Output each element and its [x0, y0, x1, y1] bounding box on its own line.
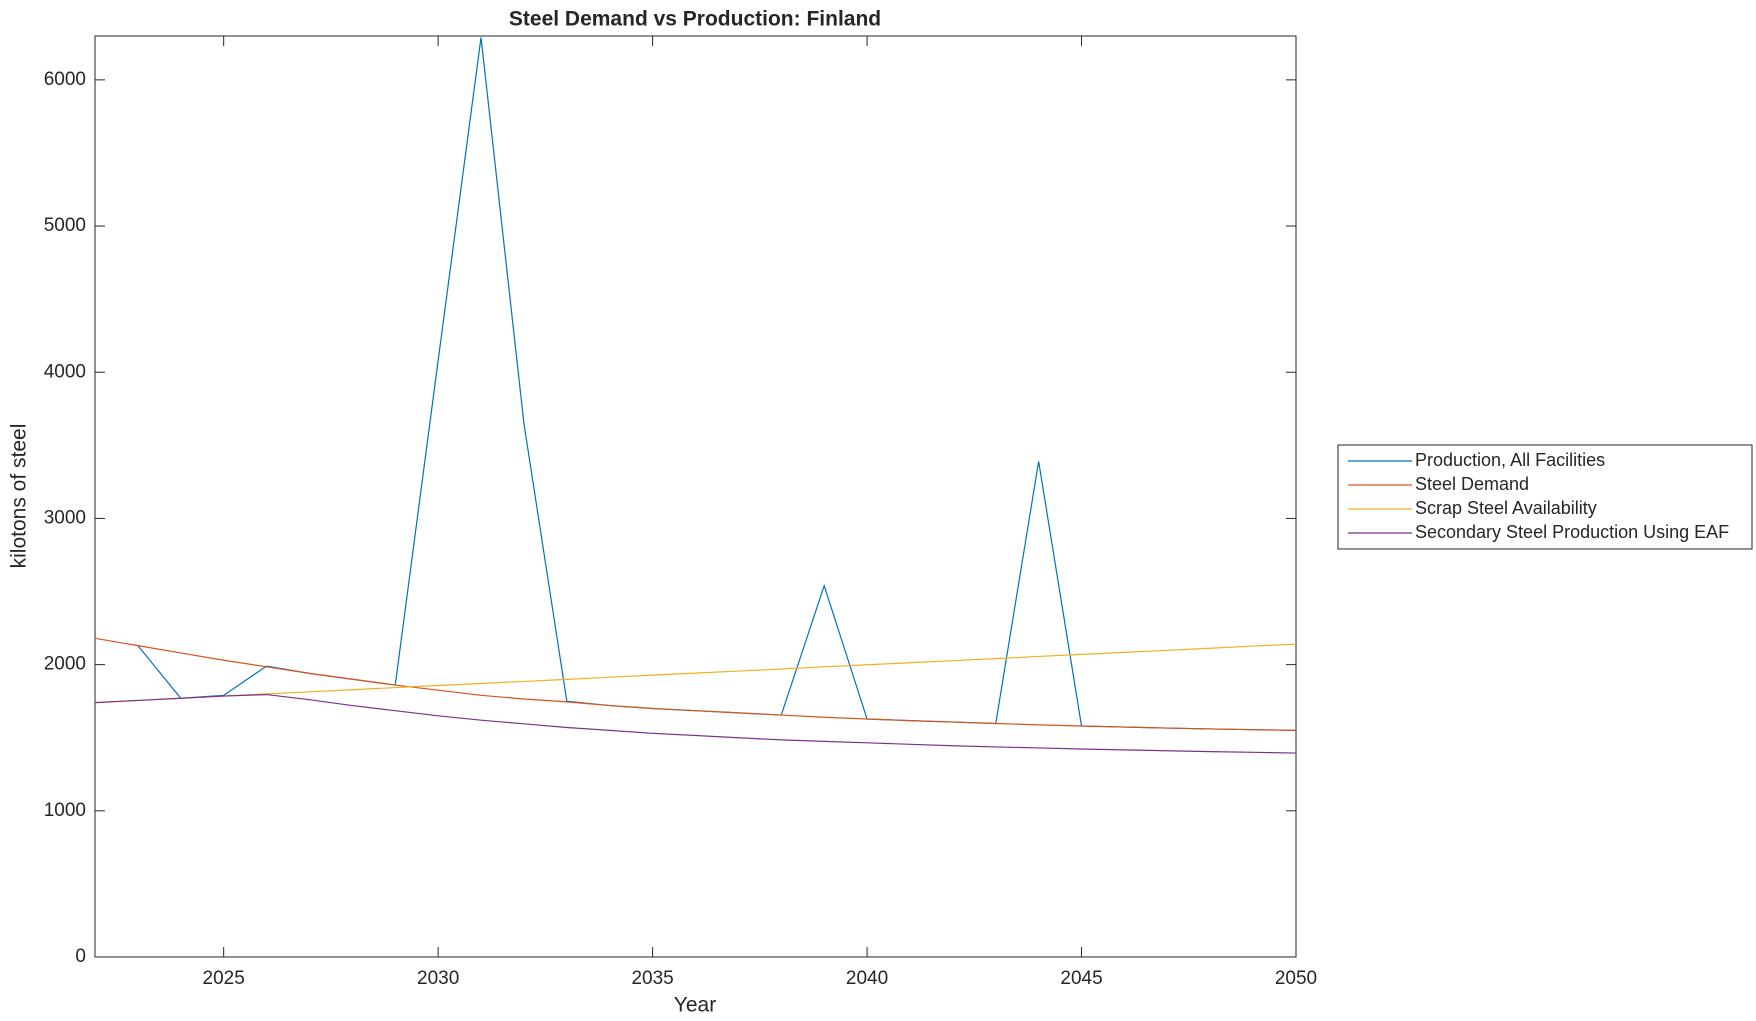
y-tick-label: 2000 [44, 654, 86, 675]
x-axis-label: Year [674, 994, 716, 1017]
y-tick-label: 5000 [44, 215, 86, 236]
legend-label: Steel Demand [1415, 474, 1529, 494]
x-tick-label: 2045 [1060, 968, 1102, 989]
x-tick-label: 2035 [631, 968, 673, 989]
y-tick-label: 4000 [44, 361, 86, 382]
legend-label: Secondary Steel Production Using EAF [1415, 522, 1729, 542]
y-axis-label: kilotons of steel [8, 424, 31, 569]
data-line [94, 693, 1297, 754]
y-tick-label: 6000 [44, 69, 86, 90]
x-tick-label: 2025 [203, 968, 245, 989]
data-line [94, 643, 1297, 704]
y-tick-label: 1000 [44, 800, 86, 821]
legend-label: Production, All Facilities [1415, 450, 1605, 470]
x-tick-label: 2040 [846, 968, 888, 989]
x-tick-label: 2050 [1275, 968, 1317, 989]
y-tick-label: 3000 [44, 507, 86, 528]
y-tick-label: 0 [75, 946, 86, 967]
x-tick-label: 2030 [417, 968, 459, 989]
legend-label: Scrap Steel Availability [1415, 498, 1597, 518]
legend-box [1337, 444, 1753, 550]
plot-area [94, 35, 1297, 958]
chart-title: Steel Demand vs Production: Finland [509, 8, 881, 31]
data-line [94, 637, 1297, 732]
